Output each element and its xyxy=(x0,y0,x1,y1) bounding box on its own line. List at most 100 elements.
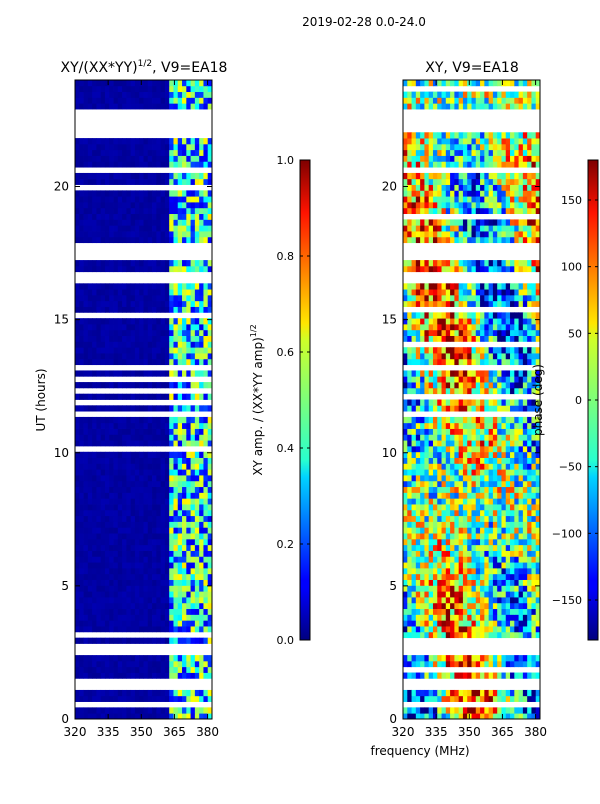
heatmap-cell xyxy=(169,382,174,389)
heatmap-cell xyxy=(117,341,123,348)
heatmap-cell xyxy=(420,219,425,226)
heatmap-cell xyxy=(143,318,149,325)
heatmap-cell xyxy=(75,602,80,610)
heatmap-cell xyxy=(130,236,136,244)
heatmap-cell xyxy=(415,515,421,522)
heatmap-cell xyxy=(83,289,89,296)
heatmap-cell xyxy=(194,172,200,180)
heatmap-cell xyxy=(203,265,209,273)
heatmap-cell xyxy=(194,196,200,203)
heatmap-cell xyxy=(130,161,136,168)
heatmap-cell xyxy=(173,695,179,702)
heatmap-cell xyxy=(182,97,187,104)
heatmap-cell xyxy=(96,161,102,168)
heatmap-cell xyxy=(522,434,528,441)
heatmap-cell xyxy=(497,283,502,290)
heatmap-cell xyxy=(92,347,97,354)
heatmap-cell xyxy=(407,567,412,575)
heatmap-cell xyxy=(186,428,191,435)
heatmap-cell xyxy=(497,440,502,447)
heatmap-cell xyxy=(87,626,93,633)
heatmap-cell xyxy=(514,579,519,586)
heatmap-cell xyxy=(190,695,196,702)
heatmap-cell xyxy=(186,707,191,714)
heatmap-cell xyxy=(420,387,425,395)
heatmap-cell xyxy=(501,463,507,470)
heatmap-cell xyxy=(428,695,434,702)
heatmap-cell xyxy=(424,463,430,470)
heatmap-cell xyxy=(471,265,477,273)
heatmap-cell xyxy=(130,492,136,499)
heatmap-cell xyxy=(104,504,110,511)
heatmap-cell xyxy=(488,515,494,522)
heatmap-cell xyxy=(199,556,204,563)
heatmap-cell xyxy=(471,567,477,575)
heatmap-cell xyxy=(531,405,537,412)
heatmap-cell xyxy=(139,393,144,400)
heatmap-cell xyxy=(505,294,511,302)
heatmap-cell xyxy=(199,713,204,719)
heatmap-cell xyxy=(156,533,162,540)
heatmap-cell xyxy=(492,451,498,458)
heatmap-cell xyxy=(156,149,162,156)
heatmap-cell xyxy=(531,207,537,215)
heatmap-cell xyxy=(92,695,97,702)
heatmap-cell xyxy=(207,405,212,412)
heatmap-cell xyxy=(117,672,123,679)
heatmap-cell xyxy=(505,689,511,697)
heatmap-cell xyxy=(458,475,464,482)
heatmap-cell xyxy=(104,469,110,476)
heatmap-cell xyxy=(130,666,136,673)
heatmap-cell xyxy=(160,341,166,348)
heatmap-cell xyxy=(186,161,191,168)
heatmap-cell xyxy=(169,85,174,93)
heatmap-cell xyxy=(104,341,110,348)
heatmap-cell xyxy=(497,434,502,441)
heatmap-cell xyxy=(126,695,132,702)
heatmap-cell xyxy=(130,97,136,104)
heatmap-cell xyxy=(199,231,204,238)
heatmap-cell xyxy=(424,631,430,639)
heatmap-cell xyxy=(143,143,149,151)
heatmap-cell xyxy=(415,713,421,719)
heatmap-cell xyxy=(134,329,140,336)
heatmap-cell xyxy=(420,713,425,719)
heatmap-cell xyxy=(535,219,540,226)
heatmap-cell xyxy=(514,567,519,575)
heatmap-cell xyxy=(126,475,132,482)
heatmap-cell xyxy=(505,672,511,679)
heatmap-cell xyxy=(437,573,442,580)
heatmap-cell xyxy=(488,422,494,429)
heatmap-cell xyxy=(458,707,464,714)
heatmap-cell xyxy=(403,492,408,499)
heatmap-cell xyxy=(113,91,119,98)
heatmap-cell xyxy=(182,707,187,714)
heatmap-cell xyxy=(143,533,149,540)
heatmap-cell xyxy=(531,445,537,453)
heatmap-cell xyxy=(199,294,204,302)
heatmap-cell xyxy=(100,213,106,220)
heatmap-cell xyxy=(130,294,136,302)
heatmap-cell xyxy=(130,515,136,522)
heatmap-cell xyxy=(126,393,132,400)
heatmap-cell xyxy=(437,509,442,517)
heatmap-cell xyxy=(143,672,149,679)
heatmap-cell xyxy=(79,149,84,156)
heatmap-cell xyxy=(492,387,498,395)
heatmap-cell xyxy=(415,614,421,621)
heatmap-cell xyxy=(75,103,80,110)
heatmap-cell xyxy=(152,498,157,505)
heatmap-cell xyxy=(492,428,498,435)
heatmap-cell xyxy=(152,190,157,197)
heatmap-cell xyxy=(471,655,477,662)
heatmap-cell xyxy=(207,614,212,621)
heatmap-cell xyxy=(92,329,97,336)
heatmap-cell xyxy=(194,370,200,377)
heatmap-cell xyxy=(156,236,162,244)
heatmap-cell xyxy=(424,231,430,238)
heatmap-cell xyxy=(403,713,408,719)
heatmap-cell xyxy=(194,416,200,424)
heatmap-cell xyxy=(428,463,434,470)
heatmap-cell xyxy=(100,533,106,540)
heatmap-cell xyxy=(113,382,119,389)
